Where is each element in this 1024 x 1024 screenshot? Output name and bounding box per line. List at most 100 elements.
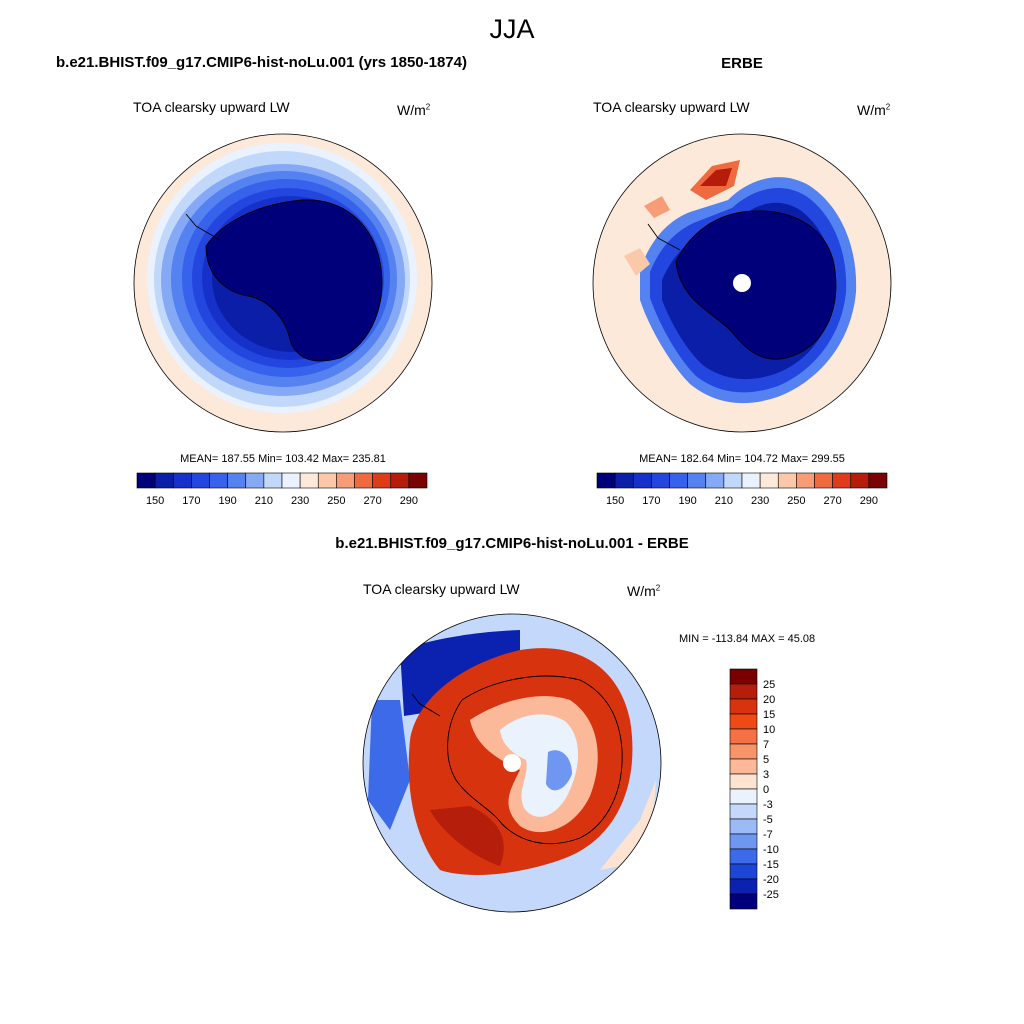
colorbar-tick-label: 270 bbox=[823, 495, 841, 507]
colorbar-box bbox=[868, 472, 888, 489]
figure-title: JJA bbox=[489, 14, 535, 44]
colorbar-tick-label: 170 bbox=[182, 495, 200, 507]
colorbar-box bbox=[729, 863, 758, 880]
colorbar-box bbox=[651, 472, 670, 489]
colorbar-box bbox=[408, 472, 428, 489]
colorbar-tick-label: 15 bbox=[763, 709, 775, 721]
colorbar-box bbox=[245, 472, 265, 489]
units-base: W/m bbox=[627, 583, 656, 599]
colorbar-tick-label: 230 bbox=[751, 495, 769, 507]
map-border-obs bbox=[592, 133, 892, 433]
colorbar-box bbox=[299, 472, 319, 489]
colorbar-box bbox=[729, 698, 758, 715]
colorbar-tick-label: -7 bbox=[763, 829, 773, 841]
map-obs bbox=[593, 134, 891, 432]
colorbar-box bbox=[390, 472, 410, 489]
colorbar-box bbox=[729, 773, 758, 790]
variable-label-obs: TOA clearsky upward LW bbox=[593, 99, 750, 115]
colorbar-tick-label: 20 bbox=[763, 694, 775, 706]
colorbar-box bbox=[796, 472, 815, 489]
colorbar-box bbox=[172, 472, 192, 489]
colorbar-tick-label: 210 bbox=[715, 495, 733, 507]
colorbar-box bbox=[136, 472, 156, 489]
colorbar-tick-label: -5 bbox=[763, 814, 773, 826]
colorbar-tick-label: -25 bbox=[763, 889, 779, 901]
colorbar-box bbox=[729, 758, 758, 775]
colorbar-box bbox=[729, 803, 758, 820]
colorbar-box bbox=[729, 818, 758, 835]
colorbar-box bbox=[263, 472, 283, 489]
colorbar-box bbox=[832, 472, 852, 489]
stats-diff: MIN = -113.84 MAX = 45.08 bbox=[679, 633, 816, 645]
colorbar-tick-label: 190 bbox=[218, 495, 236, 507]
colorbar-tick-label: 250 bbox=[327, 495, 345, 507]
stats-obs: MEAN= 182.64 Min= 104.72 Max= 299.55 bbox=[639, 453, 845, 465]
colorbar-box bbox=[777, 472, 797, 489]
colorbar-box bbox=[729, 788, 758, 805]
colorbar-box bbox=[729, 743, 758, 760]
map-diff bbox=[363, 614, 661, 912]
colorbar-tick-label: 7 bbox=[763, 739, 769, 751]
colorbar-tick-label: -20 bbox=[763, 874, 779, 886]
colorbar-box bbox=[759, 472, 779, 489]
colorbar-box bbox=[669, 472, 688, 489]
colorbar-tick-label: 150 bbox=[606, 495, 624, 507]
colorbar-box bbox=[614, 472, 634, 489]
colorbar-box bbox=[317, 472, 337, 489]
colorbar-box bbox=[227, 472, 247, 489]
colorbar-tick-label: -3 bbox=[763, 799, 773, 811]
colorbar-box bbox=[354, 472, 373, 489]
colorbar-box bbox=[723, 472, 743, 489]
colorbar-tick-label: 0 bbox=[763, 784, 769, 796]
colorbar-box bbox=[687, 472, 707, 489]
colorbar-tick-label: 230 bbox=[291, 495, 309, 507]
colorbar-box bbox=[729, 683, 758, 700]
units-exponent: 2 bbox=[425, 102, 431, 112]
colorbar-box bbox=[705, 472, 725, 489]
colorbar-diff: 25 20 15 10 7 5 3 0 -3 -5 -7 -10 -15 -20 -25 bbox=[729, 668, 779, 910]
units-exponent: 2 bbox=[655, 583, 661, 593]
colorbar-box bbox=[729, 713, 758, 730]
colorbar-model: 150 170 190 210 230 250 270 290 bbox=[136, 472, 428, 507]
colorbar-tick-label: 3 bbox=[763, 769, 769, 781]
variable-label-model: TOA clearsky upward LW bbox=[133, 99, 290, 115]
colorbar-tick-label: -15 bbox=[763, 859, 779, 871]
map-border-diff bbox=[362, 613, 662, 913]
colorbar-box bbox=[850, 472, 870, 489]
colorbar-box bbox=[729, 848, 758, 865]
colorbar-tick-label: 10 bbox=[763, 724, 775, 736]
panel-title-obs: ERBE bbox=[721, 55, 763, 72]
stats-model: MEAN= 187.55 Min= 103.42 Max= 235.81 bbox=[180, 453, 386, 465]
map-model bbox=[134, 134, 432, 432]
colorbar-tick-label: 170 bbox=[642, 495, 660, 507]
colorbar-box bbox=[209, 472, 228, 489]
colorbar-tick-label: 270 bbox=[363, 495, 381, 507]
units-label-diff: W/m2 bbox=[627, 583, 660, 599]
colorbar-tick-label: 290 bbox=[400, 495, 418, 507]
colorbar-tick-label: 210 bbox=[255, 495, 273, 507]
map-border-model bbox=[133, 133, 433, 433]
colorbar-tick-label: 150 bbox=[146, 495, 164, 507]
colorbar-tick-label: 290 bbox=[860, 495, 878, 507]
units-label-model: W/m2 bbox=[397, 102, 430, 118]
colorbar-box bbox=[191, 472, 210, 489]
colorbar-box bbox=[729, 893, 758, 910]
colorbar-box bbox=[741, 472, 761, 489]
variable-label-diff: TOA clearsky upward LW bbox=[363, 581, 520, 597]
units-exponent: 2 bbox=[885, 102, 891, 112]
colorbar-box bbox=[372, 472, 392, 489]
colorbar-box bbox=[596, 472, 616, 489]
units-base: W/m bbox=[857, 102, 886, 118]
colorbar-tick-label: 25 bbox=[763, 679, 775, 691]
colorbar-box bbox=[632, 472, 652, 489]
colorbar-box bbox=[814, 472, 833, 489]
units-label-obs: W/m2 bbox=[857, 102, 890, 118]
colorbar-tick-label: 5 bbox=[763, 754, 769, 766]
colorbar-tick-label: 190 bbox=[678, 495, 696, 507]
colorbar-box bbox=[729, 668, 758, 685]
colorbar-tick-label: 250 bbox=[787, 495, 805, 507]
units-base: W/m bbox=[397, 102, 426, 118]
colorbar-box bbox=[729, 878, 758, 895]
colorbar-box bbox=[281, 472, 301, 489]
